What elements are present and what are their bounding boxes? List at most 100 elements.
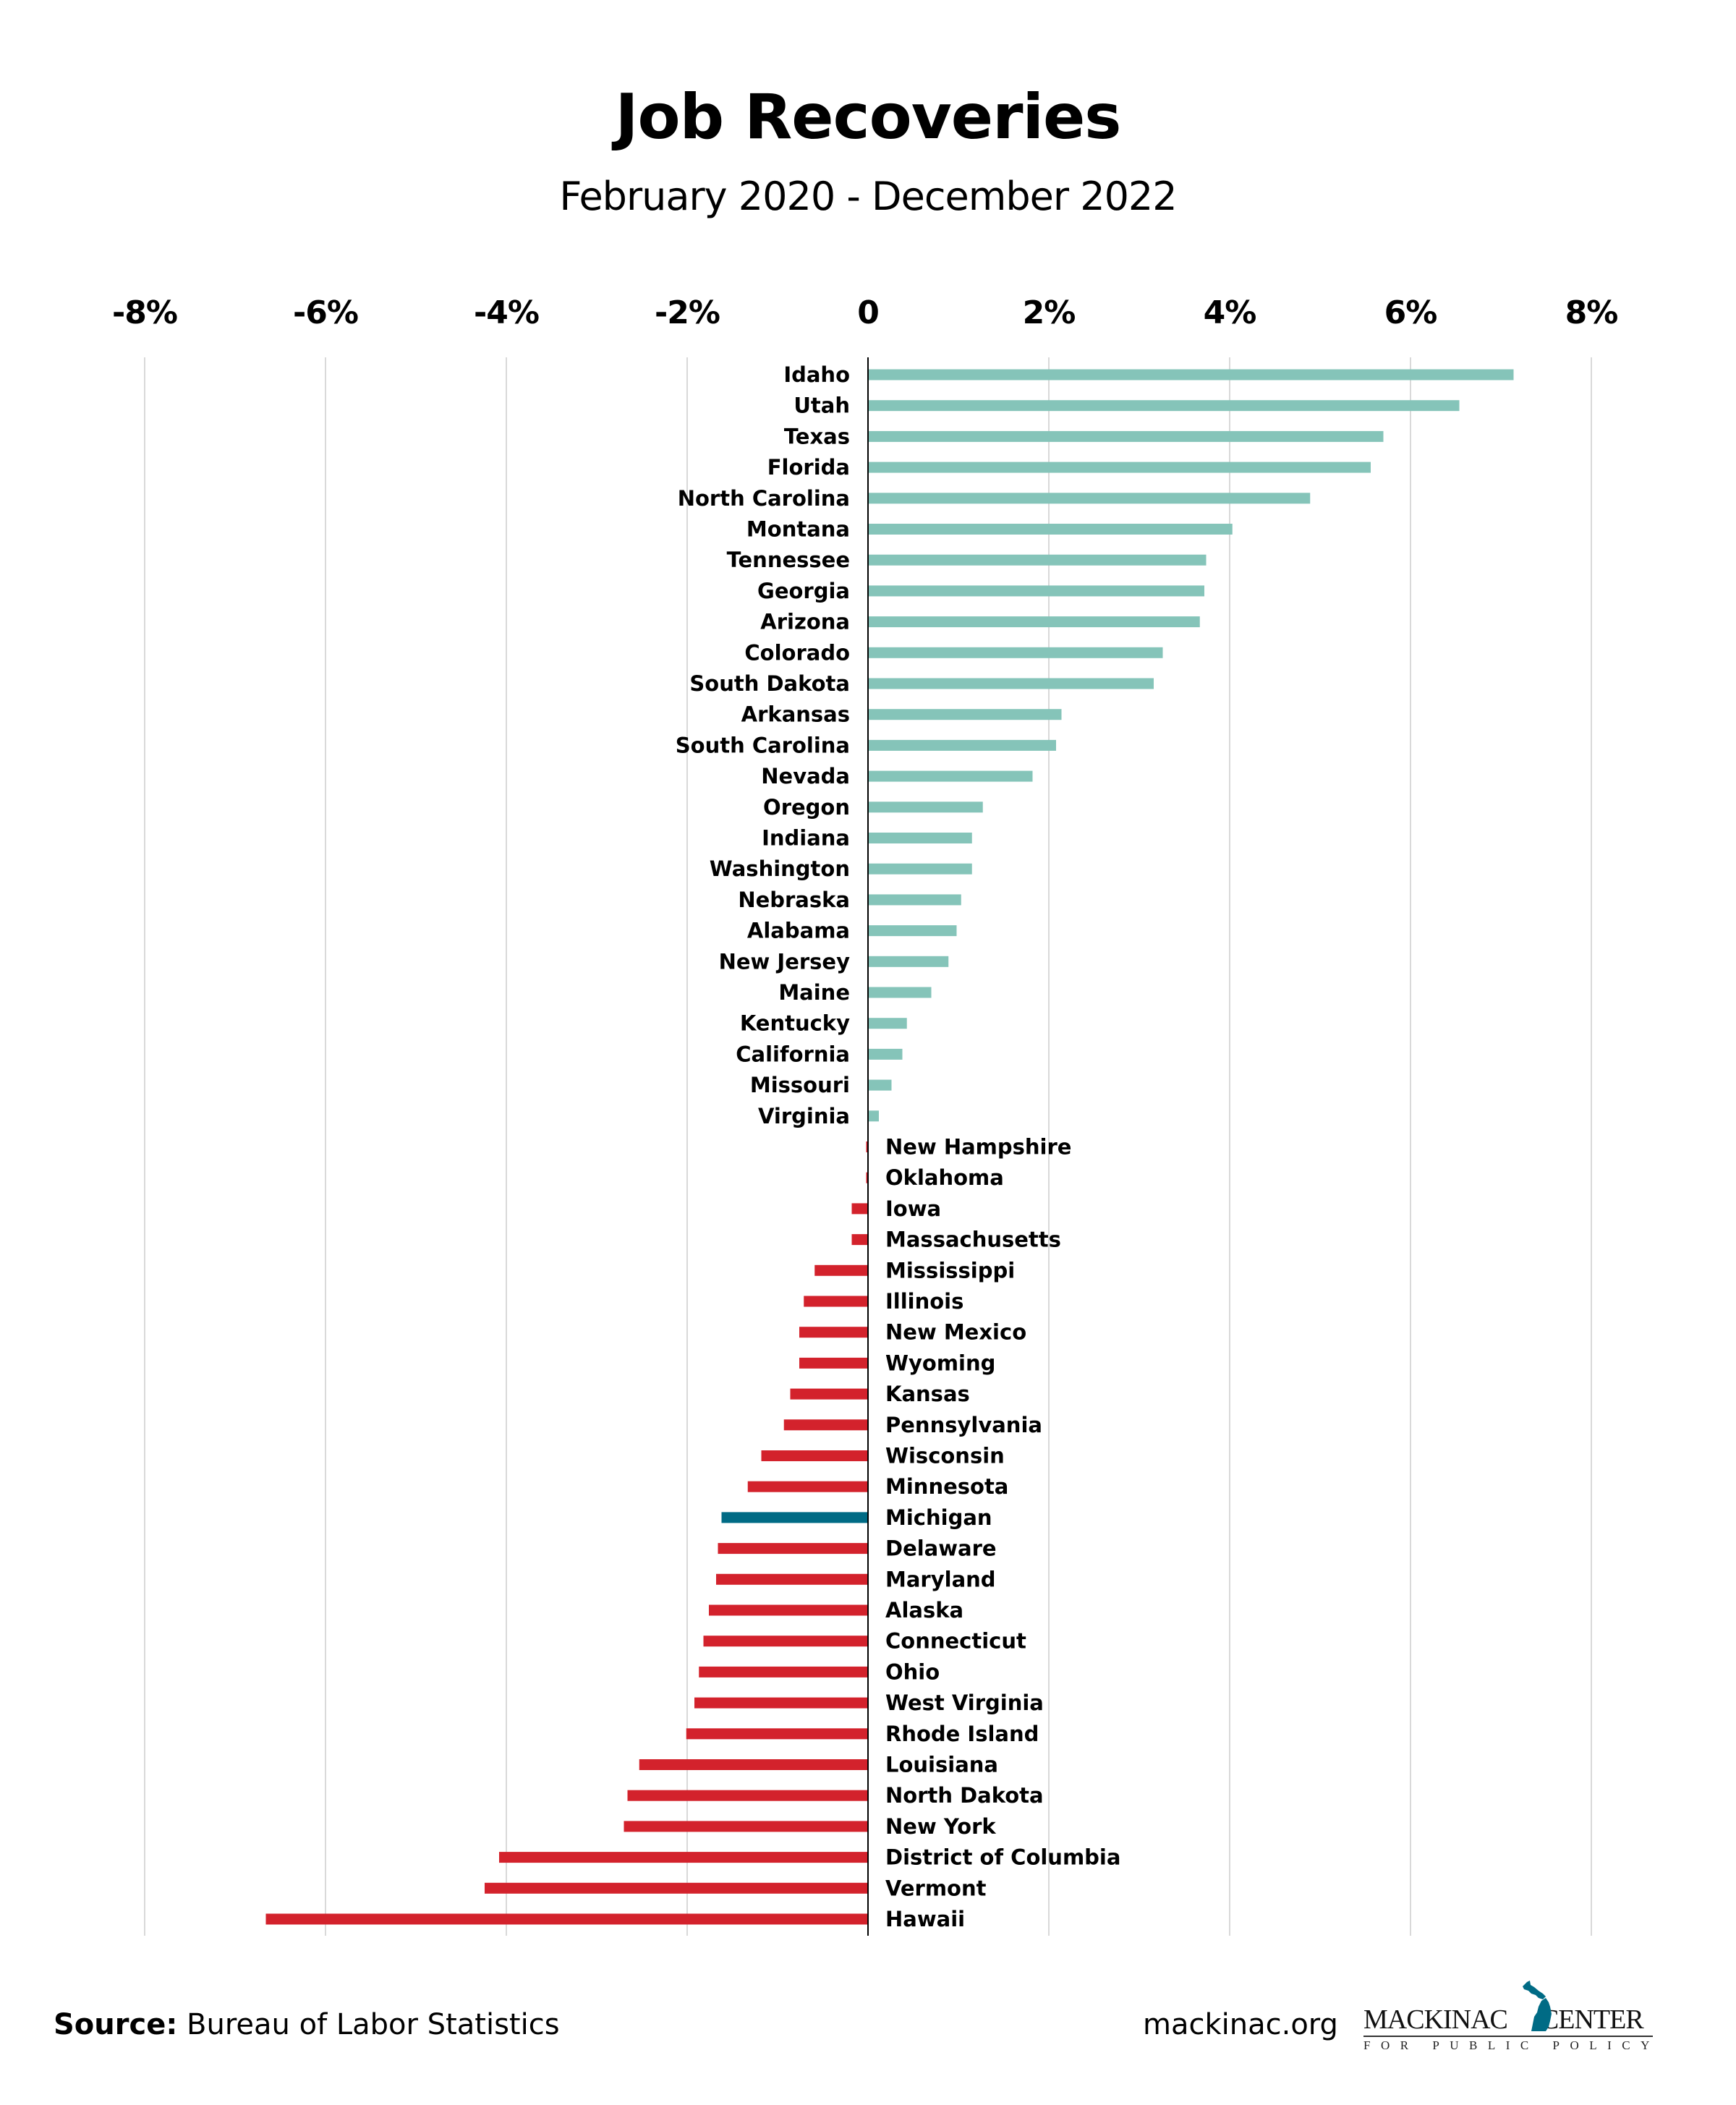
category-label: Iowa bbox=[885, 1196, 941, 1221]
category-label: Maine bbox=[778, 980, 850, 1005]
bar-north-carolina bbox=[868, 493, 1311, 504]
category-label: New York bbox=[885, 1814, 996, 1839]
bar-california bbox=[868, 1048, 903, 1060]
category-label: West Virginia bbox=[885, 1691, 1044, 1715]
category-label: Washington bbox=[710, 856, 850, 881]
bar-virginia bbox=[868, 1110, 879, 1122]
category-label: Ohio bbox=[885, 1659, 940, 1684]
source-note: Source: Bureau of Labor Statistics bbox=[54, 2008, 560, 2041]
bar-michigan bbox=[721, 1512, 868, 1523]
bar-maryland bbox=[716, 1573, 868, 1585]
category-label: Maryland bbox=[885, 1567, 996, 1591]
category-label: Minnesota bbox=[885, 1474, 1008, 1499]
bar-west-virginia bbox=[694, 1697, 868, 1709]
bar-arizona bbox=[868, 616, 1200, 628]
bar-district-of-columbia bbox=[499, 1852, 868, 1863]
bar-connecticut bbox=[703, 1636, 868, 1647]
bar-nebraska bbox=[868, 894, 961, 906]
chart-title: Job Recoveries bbox=[615, 81, 1122, 153]
bar-chart: -8% -6% -4% -2% 0 2% 4% 6% 8% Idaho Utah Texas Flor… bbox=[112, 294, 1618, 1936]
x-axis-tick-labels: -8% -6% -4% -2% 0 2% 4% 6% 8% bbox=[112, 294, 1618, 331]
bar-oklahoma bbox=[866, 1172, 868, 1183]
category-label: Michigan bbox=[885, 1505, 992, 1530]
source-label: Source: bbox=[54, 2008, 178, 2041]
bar-tennessee bbox=[868, 554, 1207, 566]
category-label: Vermont bbox=[885, 1876, 987, 1900]
category-label: California bbox=[736, 1042, 850, 1066]
category-label: Idaho bbox=[783, 362, 850, 387]
bar-new-york bbox=[624, 1821, 868, 1832]
bar-louisiana bbox=[639, 1759, 868, 1770]
bar-oregon bbox=[868, 801, 983, 813]
bar-georgia bbox=[868, 585, 1204, 597]
category-labels: Idaho Utah Texas Florida North Carolina Monta… bbox=[676, 362, 1121, 1931]
bar-kentucky bbox=[868, 1018, 907, 1029]
bar-maine bbox=[868, 987, 932, 998]
category-label: Louisiana bbox=[885, 1753, 998, 1777]
x-tick-label: 4% bbox=[1204, 294, 1256, 331]
bar-hawaii bbox=[265, 1913, 868, 1925]
bar-delaware bbox=[718, 1543, 868, 1555]
bar-utah bbox=[868, 400, 1460, 412]
category-label: Arizona bbox=[760, 610, 850, 634]
bar-massachusetts bbox=[851, 1234, 868, 1246]
bar-florida bbox=[868, 462, 1371, 473]
bar-kansas bbox=[790, 1388, 868, 1400]
category-label: Delaware bbox=[885, 1536, 997, 1561]
category-label: Massachusetts bbox=[885, 1228, 1061, 1252]
category-label: Alabama bbox=[747, 919, 850, 943]
x-tick-label: -4% bbox=[474, 294, 539, 331]
category-label: New Mexico bbox=[885, 1320, 1026, 1345]
bar-arkansas bbox=[868, 709, 1062, 720]
category-label: Indiana bbox=[762, 826, 850, 851]
bar-idaho bbox=[868, 369, 1514, 380]
category-label: New Hampshire bbox=[885, 1135, 1071, 1160]
category-label: South Dakota bbox=[689, 671, 850, 696]
category-label: Missouri bbox=[750, 1073, 850, 1097]
logo-name-left: MACKINAC bbox=[1363, 2004, 1508, 2035]
logo-wordmark: MACKINAC CENTER bbox=[1363, 2004, 1644, 2036]
x-tick-label: 6% bbox=[1384, 294, 1437, 331]
logo-name-right: CENTER bbox=[1540, 2004, 1644, 2035]
mackinac-center-logo: MACKINAC CENTER FOR PUBLIC POLICY bbox=[1363, 1981, 1656, 2053]
x-tick-label: 0 bbox=[857, 294, 879, 331]
michigan-map-icon bbox=[1523, 1981, 1552, 2031]
bar-iowa bbox=[851, 1203, 868, 1215]
bar-minnesota bbox=[747, 1481, 868, 1492]
category-label: New Jersey bbox=[719, 949, 851, 974]
bar-indiana bbox=[868, 833, 972, 843]
bar-missouri bbox=[868, 1079, 892, 1091]
category-label: Texas bbox=[784, 424, 850, 448]
category-label: Wisconsin bbox=[885, 1444, 1005, 1468]
bar-south-carolina bbox=[868, 739, 1056, 751]
bar-new-mexico bbox=[799, 1327, 868, 1338]
bar-alabama bbox=[868, 925, 957, 937]
source-text: Bureau of Labor Statistics bbox=[187, 2008, 560, 2041]
bar-wisconsin bbox=[761, 1450, 868, 1461]
category-label: Pennsylvania bbox=[885, 1413, 1042, 1437]
category-label: Florida bbox=[767, 455, 850, 480]
bar-nevada bbox=[868, 770, 1033, 782]
bar-illinois bbox=[804, 1296, 868, 1307]
bar-ohio bbox=[699, 1666, 868, 1677]
category-label: Rhode Island bbox=[885, 1722, 1039, 1746]
bar-washington bbox=[868, 863, 972, 875]
logo-divider bbox=[1363, 2036, 1653, 2037]
logo-tagline: FOR PUBLIC POLICY bbox=[1363, 2038, 1660, 2052]
bar-alaska bbox=[709, 1604, 868, 1616]
bar-pennsylvania bbox=[783, 1419, 868, 1431]
bar-mississippi bbox=[814, 1264, 868, 1276]
category-label: Alaska bbox=[885, 1598, 963, 1623]
category-label: Oregon bbox=[763, 795, 850, 820]
bar-montana bbox=[868, 524, 1233, 535]
category-label: Arkansas bbox=[741, 702, 850, 727]
website-url[interactable]: mackinac.org bbox=[1143, 2008, 1338, 2041]
category-label: Virginia bbox=[758, 1104, 850, 1128]
x-tick-label: -2% bbox=[655, 294, 720, 331]
bar-new-jersey bbox=[868, 956, 949, 967]
x-tick-label: 8% bbox=[1565, 294, 1618, 331]
category-label: South Carolina bbox=[676, 733, 850, 757]
category-label: Hawaii bbox=[885, 1907, 965, 1931]
category-label: Tennessee bbox=[727, 548, 850, 572]
category-label: Nevada bbox=[761, 764, 850, 788]
